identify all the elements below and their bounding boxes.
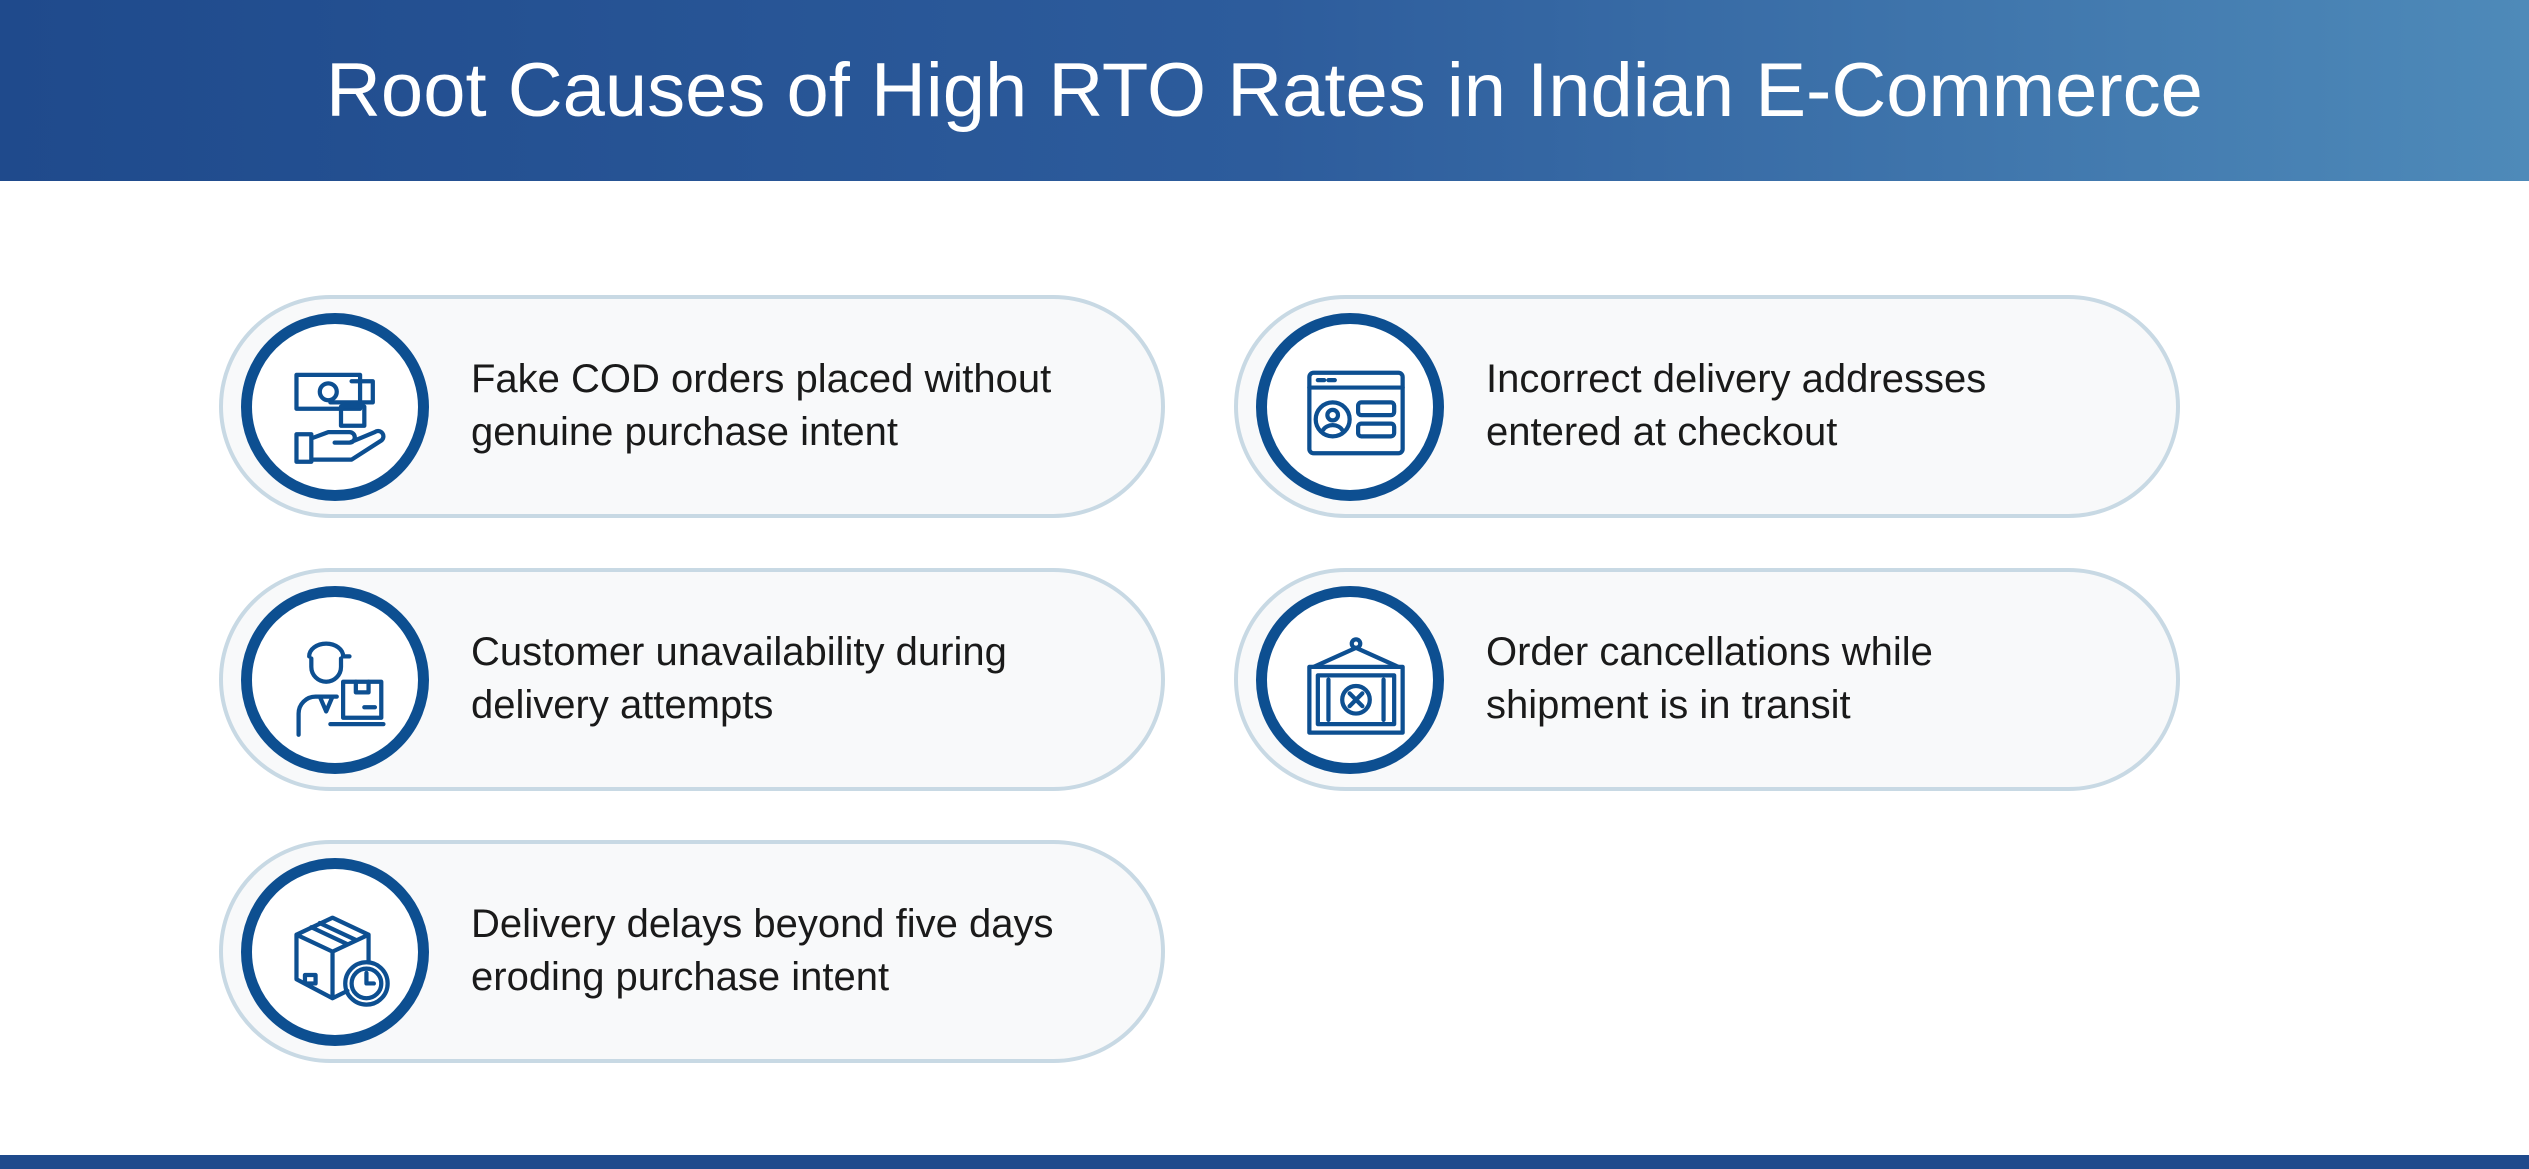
- text-line: Customer unavailability during: [471, 630, 1007, 674]
- text-line: Delivery delays beyond five days: [471, 902, 1054, 946]
- footer-bar: [0, 1155, 2529, 1169]
- cause-text: Order cancellations while shipment is in …: [1486, 626, 1933, 732]
- icon-circle: [1256, 313, 1444, 501]
- icon-circle: [241, 858, 429, 1046]
- cause-card: Customer unavailability during delivery a…: [219, 568, 1165, 791]
- text-line: Fake COD orders placed without: [471, 357, 1052, 401]
- cause-text: Incorrect delivery addresses entered at c…: [1486, 353, 1986, 459]
- header: Root Causes of High RTO Rates in Indian …: [0, 0, 2529, 181]
- icon-circle: [1256, 586, 1444, 774]
- text-line: genuine purchase intent: [471, 410, 898, 454]
- icon: [294, 915, 390, 1007]
- icon-circle: [241, 313, 429, 501]
- icon-circle: [241, 586, 429, 774]
- text-line: eroding purchase intent: [471, 955, 890, 999]
- icon: [1307, 637, 1405, 735]
- icon: [1307, 370, 1405, 456]
- text-line: Order cancellations while: [1486, 630, 1933, 674]
- icon: [296, 641, 386, 737]
- cause-text: Fake COD orders placed without genuine pu…: [471, 353, 1051, 459]
- text-line: entered at checkout: [1486, 410, 1838, 454]
- cause-text: Customer unavailability during delivery a…: [471, 626, 1007, 732]
- cause-text: Delivery delays beyond five days eroding …: [471, 898, 1054, 1004]
- cause-card: Delivery delays beyond five days eroding …: [219, 840, 1165, 1063]
- icon: [294, 372, 386, 464]
- cause-card: Order cancellations while shipment is in …: [1234, 568, 2180, 791]
- text-line: delivery attempts: [471, 683, 774, 727]
- cause-card: Incorrect delivery addresses entered at c…: [1234, 295, 2180, 518]
- cause-card: Fake COD orders placed without genuine pu…: [219, 295, 1165, 518]
- text-line: Incorrect delivery addresses: [1486, 357, 1987, 401]
- title: Root Causes of High RTO Rates in Indian …: [326, 48, 2203, 133]
- text-line: shipment is in transit: [1486, 683, 1851, 727]
